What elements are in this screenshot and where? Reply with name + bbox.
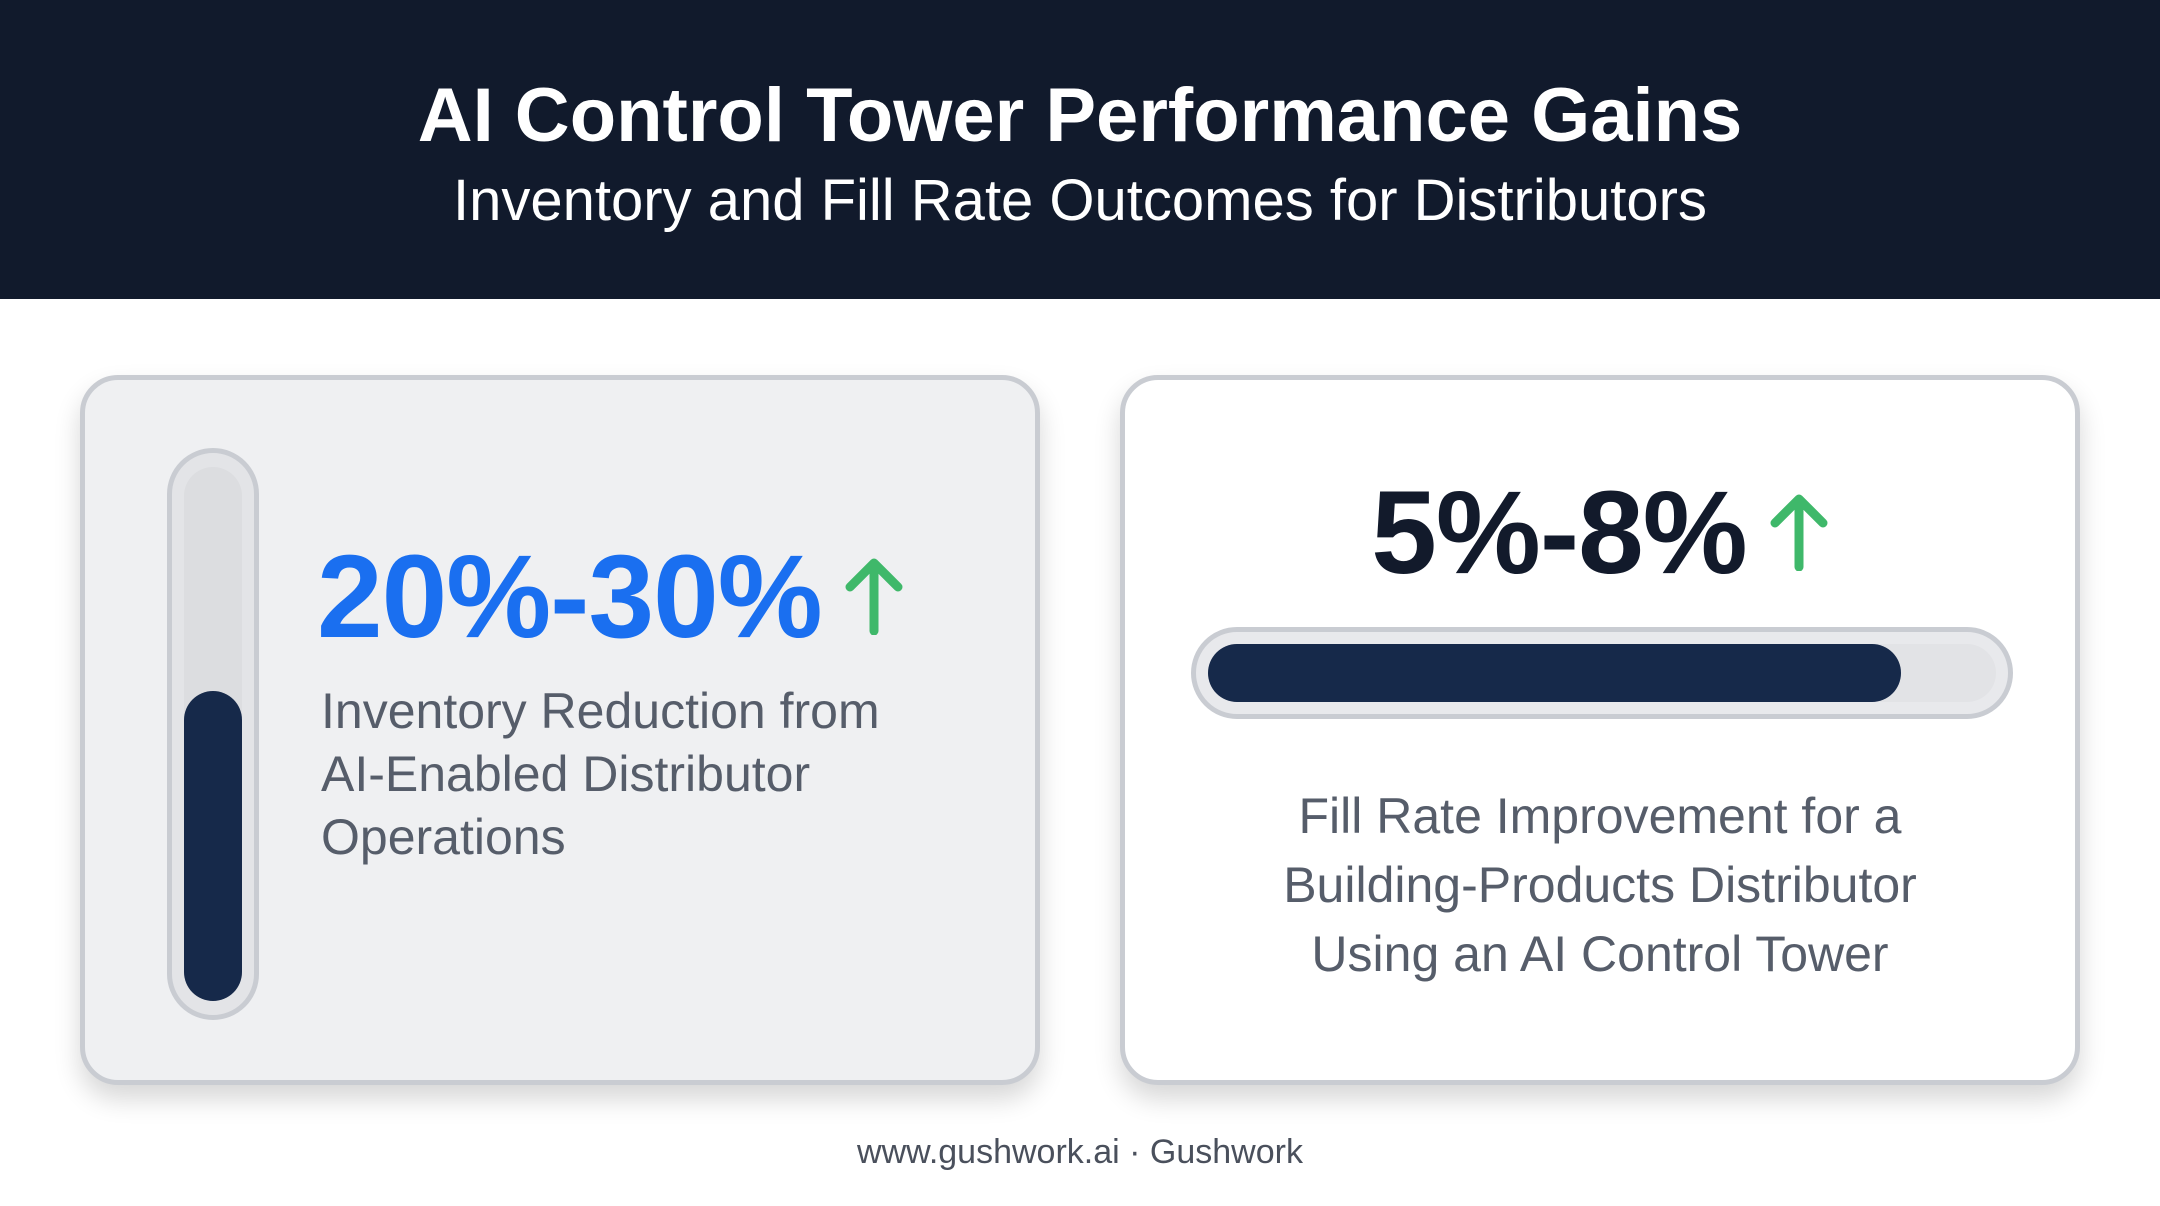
inventory-description: Inventory Reduction from AI-Enabled Dist… (321, 680, 1001, 869)
fill-rate-description-line: Using an AI Control Tower (1311, 926, 1889, 982)
inventory-metric-row: 20%-30% (317, 532, 904, 662)
fill-rate-description-line: Building-Products Distributor (1283, 857, 1917, 913)
inventory-description-line: Inventory Reduction from (321, 683, 880, 739)
fill-rate-card: 5%-8% Fill Rate Improvement for a Buildi… (1120, 375, 2080, 1085)
inventory-description-line: AI-Enabled Distributor (321, 746, 811, 802)
page-subtitle: Inventory and Fill Rate Outcomes for Dis… (453, 168, 1707, 233)
inventory-vertical-gauge (167, 448, 259, 1020)
header-banner: AI Control Tower Performance Gains Inven… (0, 0, 2160, 299)
page-title: AI Control Tower Performance Gains (417, 73, 1743, 158)
fill-rate-description-line: Fill Rate Improvement for a (1298, 788, 1902, 844)
inventory-gauge-fill (184, 691, 242, 1001)
fill-rate-metric-value: 5%-8% (1371, 467, 1747, 599)
fill-rate-horizontal-gauge (1191, 627, 2013, 719)
inventory-metric-value: 20%-30% (317, 531, 823, 663)
inventory-description-line: Operations (321, 809, 566, 865)
fill-rate-metric-row: 5%-8% (1125, 468, 2075, 598)
footer-attribution: www.gushwork.ai · Gushwork (857, 1133, 1303, 1171)
arrow-up-icon (1769, 491, 1829, 576)
arrow-up-icon (844, 555, 904, 640)
fill-rate-gauge-fill (1208, 644, 1902, 702)
fill-rate-description: Fill Rate Improvement for a Building-Pro… (1125, 782, 2075, 989)
inventory-reduction-card: 20%-30% Inventory Reduction from AI-Enab… (80, 375, 1040, 1085)
